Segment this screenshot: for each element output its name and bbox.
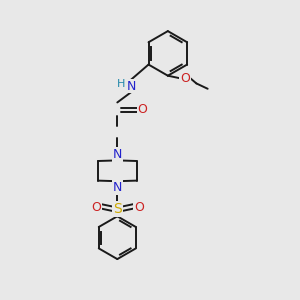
Text: S: S: [113, 202, 122, 216]
Text: O: O: [134, 201, 144, 214]
Text: N: N: [112, 181, 122, 194]
Text: H: H: [117, 79, 125, 89]
Text: O: O: [138, 103, 148, 116]
Text: N: N: [112, 148, 122, 161]
Text: O: O: [91, 201, 101, 214]
Text: O: O: [180, 72, 190, 85]
Text: N: N: [127, 80, 136, 93]
